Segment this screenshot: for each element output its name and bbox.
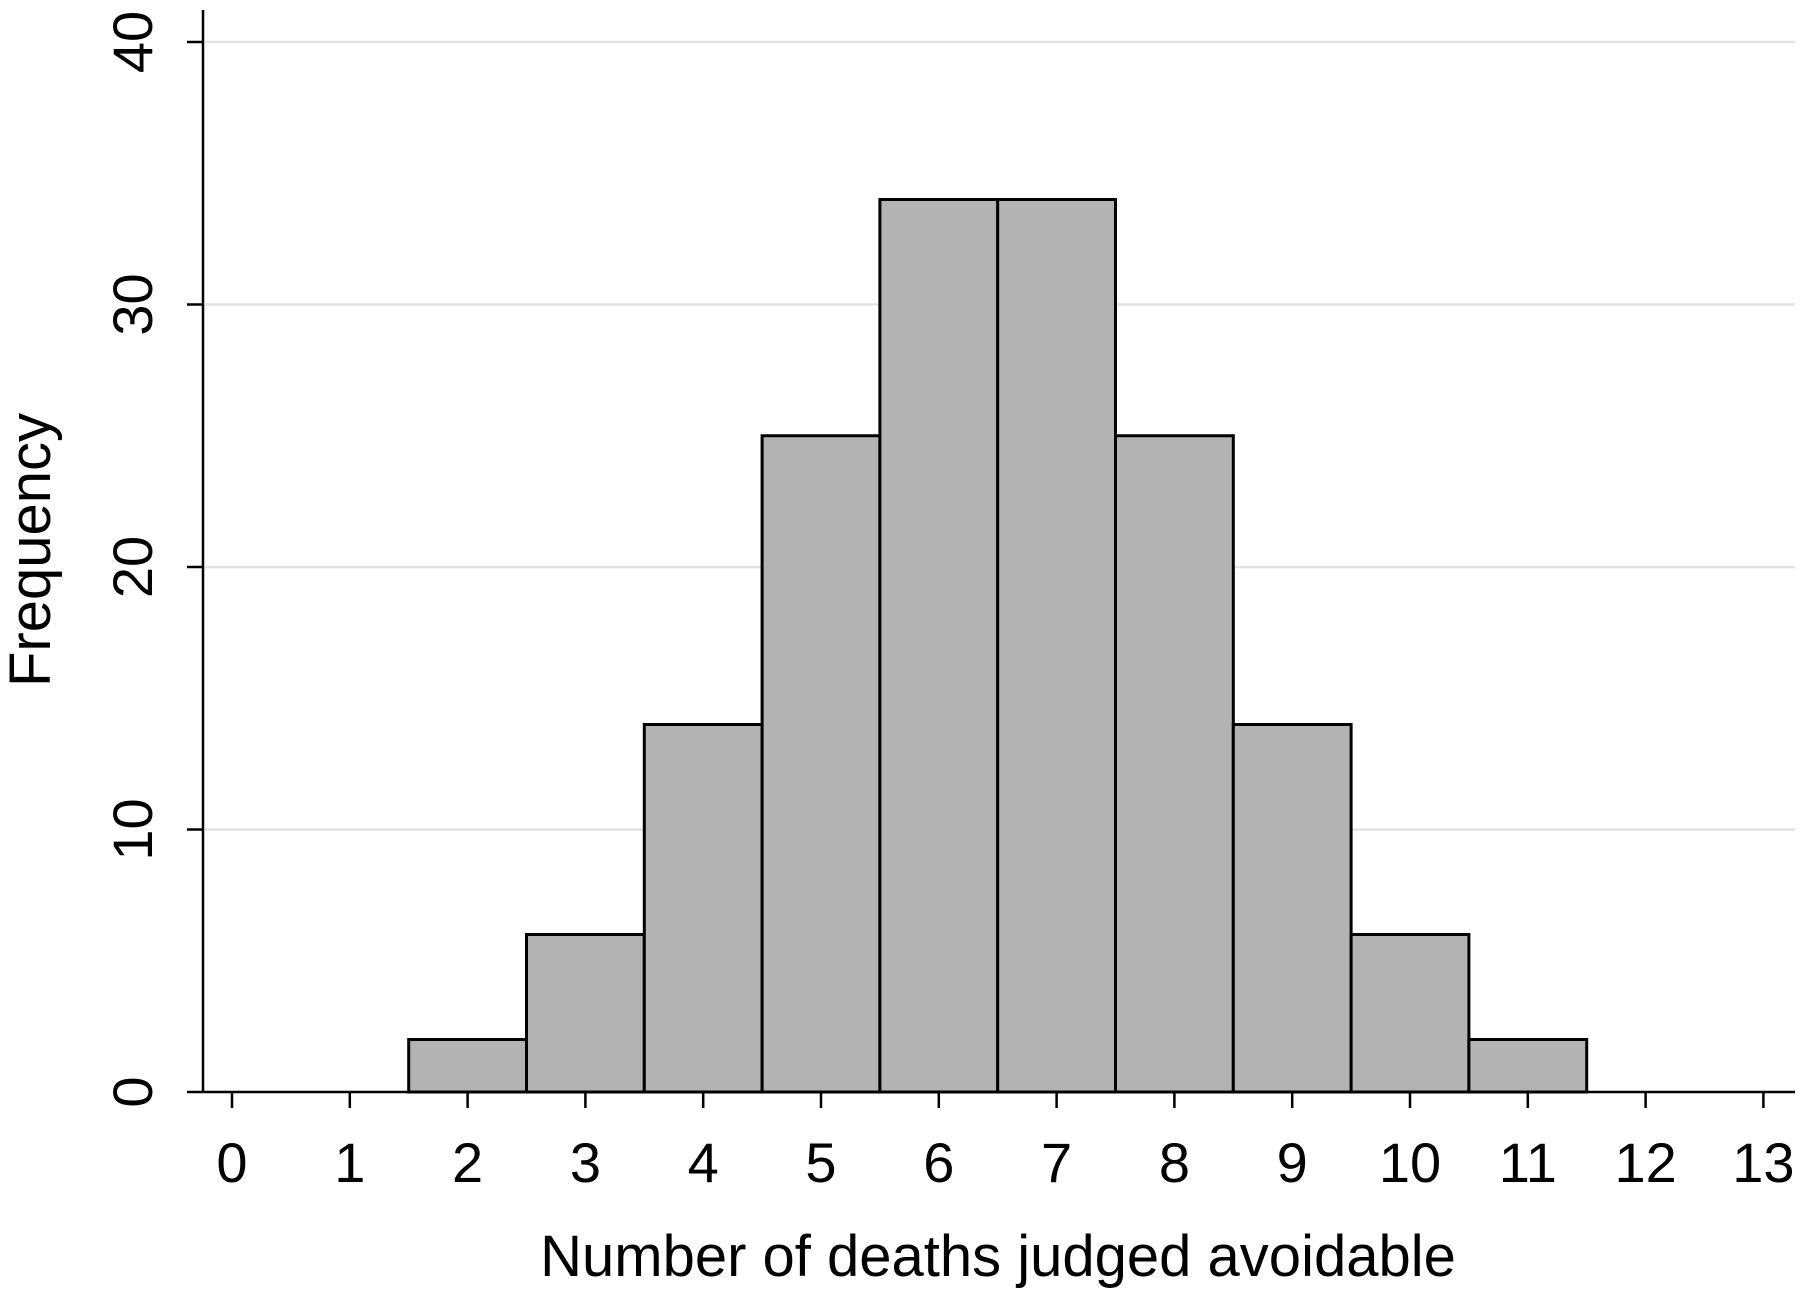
bar-6 <box>878 198 1000 1094</box>
bar-10 <box>1349 933 1471 1094</box>
y-tick-label-0: 0 <box>101 1076 164 1107</box>
y-tick-label-20: 20 <box>101 536 164 598</box>
x-tick-label-0: 0 <box>216 1131 247 1194</box>
x-tick-label-2: 2 <box>452 1131 483 1194</box>
bars <box>407 198 1589 1094</box>
x-tick-label-8: 8 <box>1159 1131 1190 1194</box>
bar-8 <box>1114 434 1235 1094</box>
y-axis-title: Frequency <box>0 413 63 687</box>
x-tick-label-12: 12 <box>1614 1131 1676 1194</box>
x-tick-label-1: 1 <box>334 1131 365 1194</box>
bar-7 <box>996 198 1118 1094</box>
x-tick-label-6: 6 <box>923 1131 954 1194</box>
x-tick-label-7: 7 <box>1041 1131 1072 1194</box>
bar-11 <box>1467 1038 1589 1094</box>
x-tick-label-9: 9 <box>1277 1131 1308 1194</box>
bar-2 <box>407 1038 529 1094</box>
x-tick-label-13: 13 <box>1732 1131 1794 1194</box>
x-tick-label-10: 10 <box>1379 1131 1441 1194</box>
x-tick-label-11: 11 <box>1499 1131 1557 1194</box>
bar-5 <box>760 434 882 1094</box>
bar-3 <box>525 933 646 1094</box>
y-tick-label-10: 10 <box>101 798 164 860</box>
x-tick-label-3: 3 <box>570 1131 601 1194</box>
y-tick-label-40: 40 <box>101 11 164 73</box>
y-tick-label-30: 30 <box>101 273 164 335</box>
x-tick-label-4: 4 <box>688 1131 719 1194</box>
bar-4 <box>642 723 764 1094</box>
bar-9 <box>1231 723 1353 1094</box>
x-axis-title: Number of deaths judged avoidable <box>540 1224 1456 1289</box>
x-tick-label-5: 5 <box>805 1131 836 1194</box>
